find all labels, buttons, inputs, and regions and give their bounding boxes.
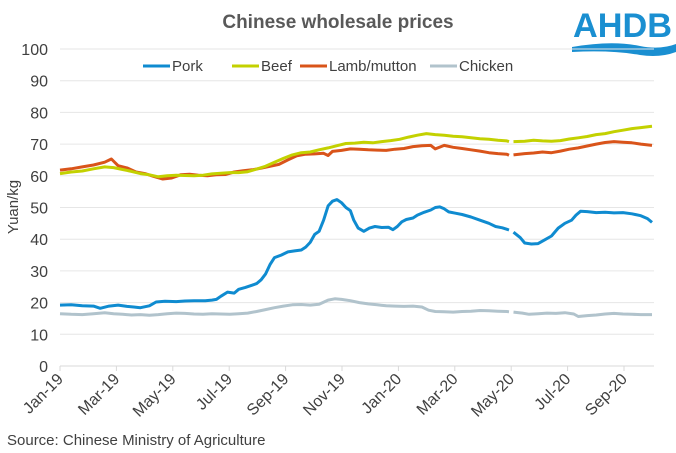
x-tick-label: Mar-19 xyxy=(75,371,123,419)
y-tick-label: 40 xyxy=(30,232,48,249)
y-tick-label: 100 xyxy=(21,42,48,59)
legend-label-chicken: Chicken xyxy=(459,58,513,75)
x-tick-label: May-20 xyxy=(468,371,518,421)
series-line-lamb-mutton-continued xyxy=(513,140,653,157)
y-tick-label: 70 xyxy=(30,137,48,154)
x-tick-label: Mar-20 xyxy=(414,371,462,419)
y-axis-label: Yuan/kg xyxy=(5,180,22,234)
legend-label-lamb-mutton: Lamb/mutton xyxy=(329,58,417,75)
y-tick-label: 0 xyxy=(39,359,48,376)
y-tick-label: 90 xyxy=(30,74,48,91)
series-line-lamb-mutton xyxy=(59,143,510,181)
logo-swoosh xyxy=(572,43,676,56)
legend-label-beef: Beef xyxy=(261,58,293,75)
chart-title: Chinese wholesale prices xyxy=(222,12,453,33)
x-tick-label: Jul-20 xyxy=(532,371,575,414)
series-line-pork-continued xyxy=(512,209,653,246)
series-line-beef xyxy=(59,132,510,179)
y-tick-label: 50 xyxy=(30,201,48,218)
x-tick-label: Nov-19 xyxy=(300,371,349,420)
series-line-pork xyxy=(59,198,510,310)
logo-text: AHDB xyxy=(573,7,672,45)
legend-label-pork: Pork xyxy=(172,58,203,75)
y-tick-label: 20 xyxy=(30,296,48,313)
x-tick-label: May-19 xyxy=(130,371,180,421)
y-axis-ticks: 0 10 20 30 40 50 60 70 80 90 100 xyxy=(21,42,48,376)
y-tick-label: 60 xyxy=(30,169,48,186)
x-tick-label: Jul-19 xyxy=(193,371,236,414)
x-tick-label: Sep-20 xyxy=(582,371,631,420)
y-tick-label: 30 xyxy=(30,264,48,281)
x-tick-label: Sep-19 xyxy=(244,371,293,420)
series-line-beef-continued xyxy=(513,124,653,144)
gridlines xyxy=(60,48,654,367)
series-lines xyxy=(59,124,653,318)
series-line-chicken xyxy=(59,297,510,317)
x-tick-label: Jan-19 xyxy=(20,371,67,418)
y-tick-label: 10 xyxy=(30,327,48,344)
x-tick-label: Jan-20 xyxy=(359,371,406,418)
legend: Pork Beef Lamb/mutton Chicken xyxy=(143,58,513,75)
x-axis-ticks: Jan-19 Mar-19 May-19 Jul-19 Sep-19 Nov-19 Jan-… xyxy=(20,366,631,421)
source-note: Source: Chinese Ministry of Agriculture xyxy=(7,432,265,449)
y-tick-label: 80 xyxy=(30,105,48,122)
ahdb-logo: AHDB xyxy=(572,7,676,56)
series-line-chicken-continued xyxy=(513,310,652,318)
